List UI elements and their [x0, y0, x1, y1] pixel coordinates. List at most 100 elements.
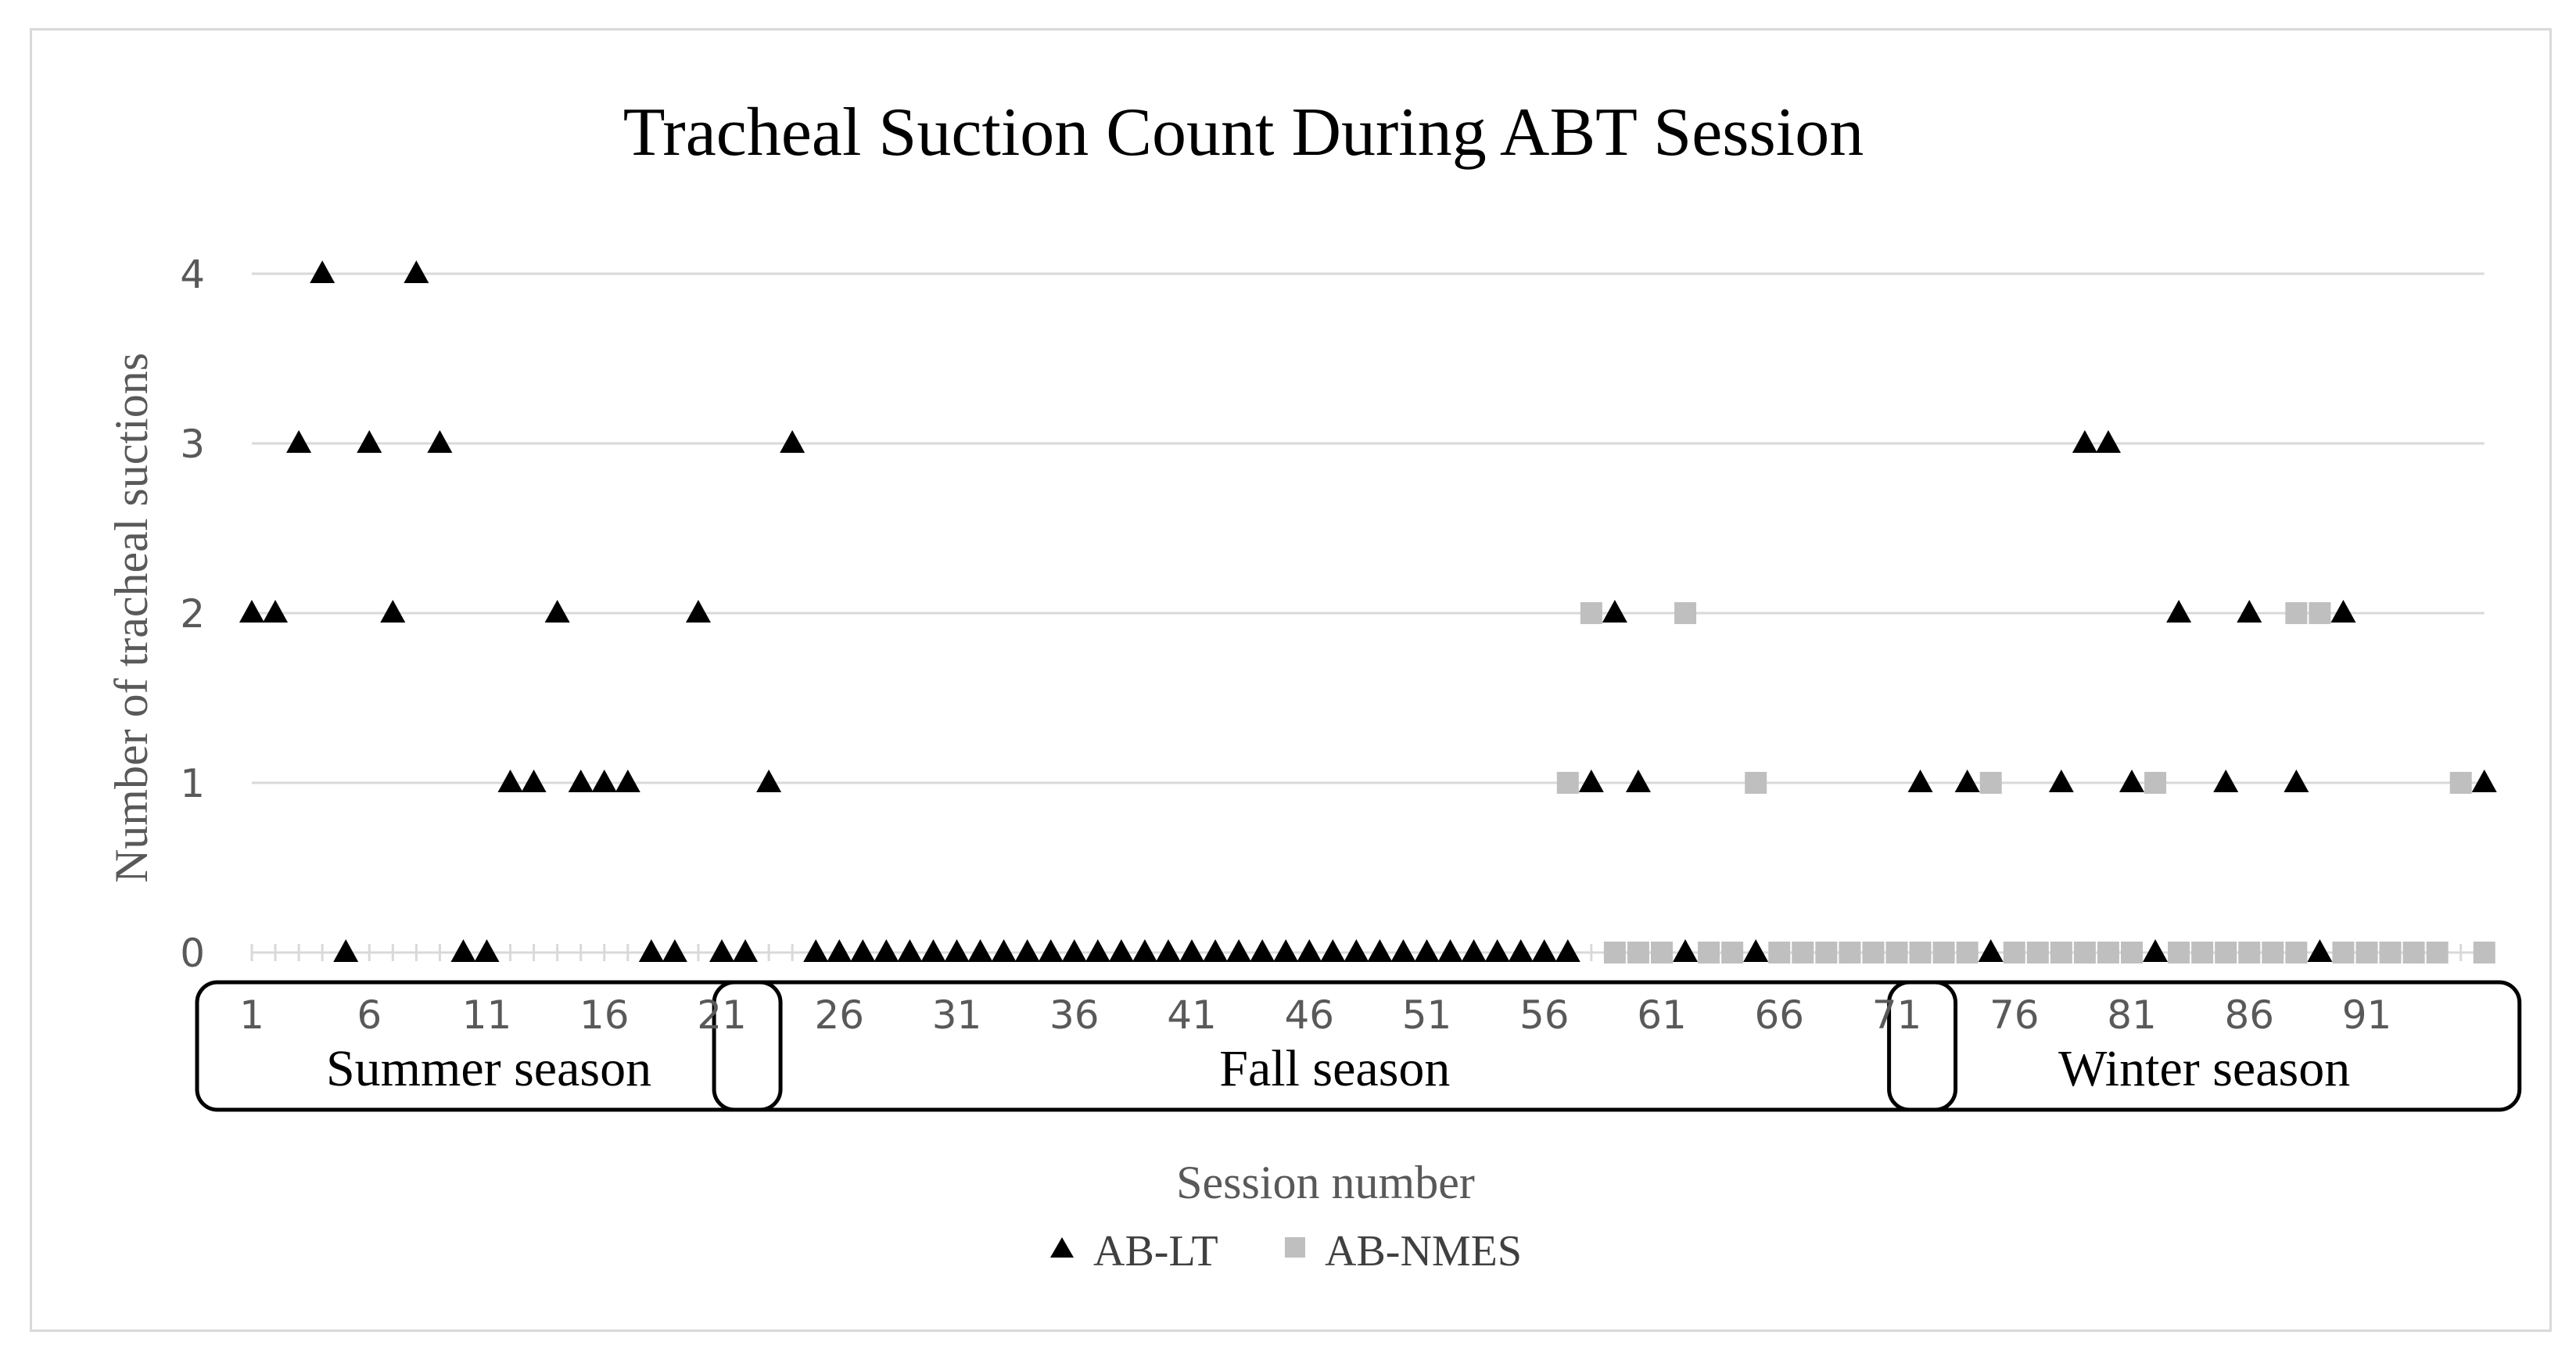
data-point-ab-nmes	[1815, 942, 1838, 963]
x-tick-labels: 1 6 11 16 21 26 31 36 41 46 51 56 61 66 71 76 81 86 91	[239, 992, 2391, 1038]
data-point-ab-lt	[1602, 600, 1627, 623]
data-point-ab-lt	[286, 430, 312, 453]
data-point-ab-lt	[1203, 939, 1229, 962]
y-tick-label: 1	[180, 761, 205, 806]
data-point-ab-nmes	[1651, 942, 1673, 963]
data-point-ab-lt	[474, 939, 500, 962]
data-point-ab-lt	[380, 600, 406, 623]
data-point-ab-nmes	[2121, 942, 2143, 963]
data-point-ab-lt	[1954, 770, 1980, 792]
data-point-ab-lt	[1061, 939, 1087, 962]
x-tick-label: 86	[2224, 992, 2274, 1038]
data-point-ab-lt	[2284, 770, 2309, 792]
data-point-ab-lt	[1555, 939, 1580, 962]
data-point-ab-lt	[1531, 939, 1557, 962]
y-tick-label: 3	[180, 422, 205, 467]
data-point-ab-lt	[662, 939, 687, 962]
chart-frame	[30, 28, 2552, 1332]
data-point-ab-nmes	[1721, 942, 1744, 963]
data-point-ab-lt	[263, 600, 289, 623]
x-tick-label: 81	[2107, 992, 2157, 1038]
chart-title: Tracheal Suction Count During ABT Sessio…	[623, 95, 1864, 170]
season-label: Winter season	[2058, 1040, 2350, 1097]
gridlines	[252, 272, 2485, 954]
data-point-ab-nmes	[1932, 942, 1955, 963]
data-point-ab-lt	[2330, 600, 2356, 623]
data-point-ab-nmes	[2285, 942, 2308, 963]
data-point-ab-nmes	[1627, 942, 1649, 963]
data-point-ab-lt	[2119, 770, 2144, 792]
data-point-ab-nmes	[1556, 772, 1579, 794]
data-point-ab-lt	[756, 770, 782, 792]
data-point-ab-lt	[2471, 770, 2497, 792]
data-point-ab-lt	[897, 939, 923, 962]
data-point-ab-nmes	[2026, 942, 2049, 963]
data-point-ab-lt	[1907, 770, 1933, 792]
data-point-ab-lt	[2072, 430, 2097, 453]
data-point-ab-nmes	[2355, 942, 2378, 963]
data-point-ab-nmes	[2285, 602, 2308, 624]
season-boxes: Summer season Fall season Winter season	[195, 980, 2522, 1112]
season-label: Fall season	[1219, 1040, 1450, 1097]
y-tick-label: 4	[180, 252, 205, 297]
data-point-ab-lt	[2095, 430, 2121, 453]
x-tick-label: 36	[1049, 992, 1100, 1038]
x-tick-label: 56	[1519, 992, 1570, 1038]
y-axis-label: Number of tracheal suctions	[106, 353, 157, 883]
data-point-ab-lt	[1108, 939, 1134, 962]
data-point-ab-lt	[1038, 939, 1064, 962]
legend-label-ab-lt: AB-LT	[1093, 1227, 1218, 1276]
x-tick-label: 71	[1872, 992, 1922, 1038]
season-box	[712, 980, 1958, 1112]
data-point-ab-lt	[1344, 939, 1369, 962]
data-point-ab-lt	[920, 939, 946, 962]
data-point-ab-nmes	[2449, 772, 2472, 794]
data-point-ab-lt	[568, 770, 594, 792]
data-point-ab-lt	[1578, 770, 1604, 792]
data-point-ab-nmes	[2168, 942, 2190, 963]
data-point-ab-nmes	[2050, 942, 2072, 963]
data-point-ab-nmes	[1792, 942, 1814, 963]
data-point-ab-lt	[874, 939, 899, 962]
data-point-ab-lt	[2213, 770, 2239, 792]
data-point-ab-lt	[2237, 600, 2262, 623]
x-tick-label: 76	[1989, 992, 2040, 1038]
x-tick-label: 41	[1167, 992, 1217, 1038]
season-label: Summer season	[326, 1040, 651, 1097]
x-tick-label: 11	[462, 992, 512, 1038]
legend: AB-LT AB-NMES	[1050, 1227, 1522, 1276]
data-point-ab-nmes	[1603, 942, 1626, 963]
y-tick-labels: 0 1 2 3 4	[180, 252, 205, 976]
data-point-ab-lt	[1155, 939, 1181, 962]
data-point-ab-lt	[944, 939, 970, 962]
series-ab-nmes	[1556, 602, 2495, 963]
data-point-ab-lt	[1085, 939, 1110, 962]
data-point-ab-lt	[1273, 939, 1299, 962]
data-point-ab-nmes	[2426, 942, 2449, 963]
data-point-ab-lt	[615, 770, 640, 792]
season-box	[1887, 980, 2522, 1112]
data-point-ab-lt	[544, 600, 570, 623]
data-point-ab-nmes	[1768, 942, 1791, 963]
data-point-ab-lt	[733, 939, 759, 962]
series-ab-lt	[239, 260, 2497, 962]
data-point-ab-lt	[1226, 939, 1252, 962]
data-point-ab-nmes	[2215, 942, 2237, 963]
data-point-ab-nmes	[2238, 942, 2261, 963]
data-point-ab-lt	[1508, 939, 1534, 962]
data-point-ab-lt	[310, 260, 335, 283]
data-point-ab-lt	[1250, 939, 1275, 962]
data-point-ab-nmes	[1956, 942, 1979, 963]
data-point-ab-nmes	[2003, 942, 2025, 963]
data-point-ab-lt	[1625, 770, 1651, 792]
data-point-ab-lt	[450, 939, 476, 962]
data-point-ab-lt	[967, 939, 993, 962]
data-point-ab-nmes	[2073, 942, 2096, 963]
x-tick-label: 16	[579, 992, 630, 1038]
data-point-ab-lt	[638, 939, 664, 962]
data-point-ab-lt	[521, 770, 547, 792]
data-point-ab-lt	[2307, 939, 2333, 962]
x-tick-label: 51	[1402, 992, 1452, 1038]
data-point-ab-nmes	[2473, 942, 2495, 963]
